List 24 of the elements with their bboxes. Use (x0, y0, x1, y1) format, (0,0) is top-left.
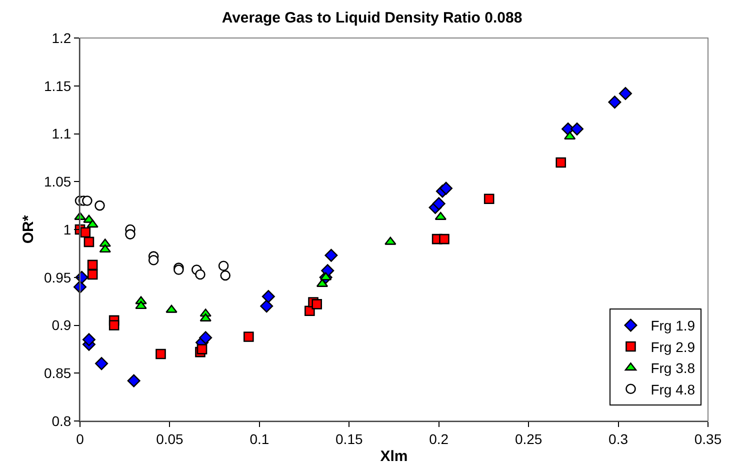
chart-title: Average Gas to Liquid Density Ratio 0.088 (222, 9, 522, 26)
y-tick-label: 1.05 (44, 174, 72, 190)
y-tick-label: 0.8 (52, 412, 72, 429)
legend-label: Frg 1.9 (650, 318, 696, 334)
y-tick-label: 1.15 (44, 78, 72, 94)
legend-label: Frg 3.8 (650, 360, 696, 376)
legend-label: Frg 4.8 (650, 381, 696, 398)
x-tick-label: 0.3 (608, 430, 628, 447)
x-tick-label: 0.1 (250, 430, 270, 447)
y-tick-label: 0.95 (44, 269, 72, 286)
x-tick-label: 0.25 (514, 430, 542, 447)
x-axis-title: Xlm (380, 448, 408, 465)
x-tick-label: 0 (76, 430, 84, 447)
y-tick-label: 0.85 (44, 365, 72, 382)
y-tick-label: 0.9 (52, 317, 72, 334)
y-tick-label: 1 (63, 221, 72, 238)
y-axis-title: OR* (20, 215, 38, 244)
x-tick-label: 0.2 (429, 430, 449, 447)
legend-label: Frg 2.9 (650, 338, 696, 355)
x-tick-label: 0.05 (156, 430, 184, 447)
x-tick-label: 0.15 (336, 430, 363, 447)
x-tick-label: 0.35 (694, 430, 722, 447)
y-tick-label: 1.1 (52, 126, 72, 142)
y-tick-label: 1.2 (52, 30, 72, 46)
